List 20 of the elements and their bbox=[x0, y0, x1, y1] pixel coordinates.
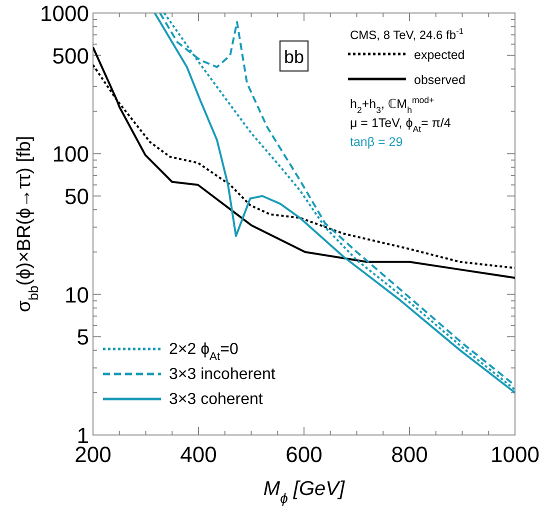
annotation: μ = 1TeV, ϕ$_{At}$= π/4 bbox=[350, 116, 451, 134]
x-tick-label: 600 bbox=[286, 442, 322, 467]
legend-label: expected bbox=[414, 48, 465, 62]
y-tick-label: 5 bbox=[76, 324, 89, 350]
y-tick-label: 100 bbox=[52, 142, 89, 167]
x-axis-title: M$_{ϕ}$ [GeV] bbox=[263, 478, 346, 506]
y-tick-label: 10 bbox=[64, 282, 89, 308]
legend-label: 3×3 coherent bbox=[169, 391, 264, 408]
legend-label: 3×3 incoherent bbox=[169, 366, 276, 383]
x-tick-label: 400 bbox=[180, 442, 217, 467]
x-tick-label: 800 bbox=[391, 442, 428, 467]
y-tick-label: 500 bbox=[52, 43, 89, 68]
annotation: tanβ = 29 bbox=[350, 135, 403, 149]
y-tick-label: 1000 bbox=[40, 1, 89, 26]
x-tick-label: 1000 bbox=[490, 442, 540, 467]
legend-label: 2×2 ϕ$_{At}$=0 bbox=[169, 341, 238, 363]
annotation: CMS, 8 TeV, 24.6 fb$^{-1}$ bbox=[350, 26, 464, 42]
legend-label: observed bbox=[414, 73, 466, 87]
y-tick-label: 50 bbox=[64, 184, 89, 210]
annotation: bb bbox=[284, 47, 304, 67]
